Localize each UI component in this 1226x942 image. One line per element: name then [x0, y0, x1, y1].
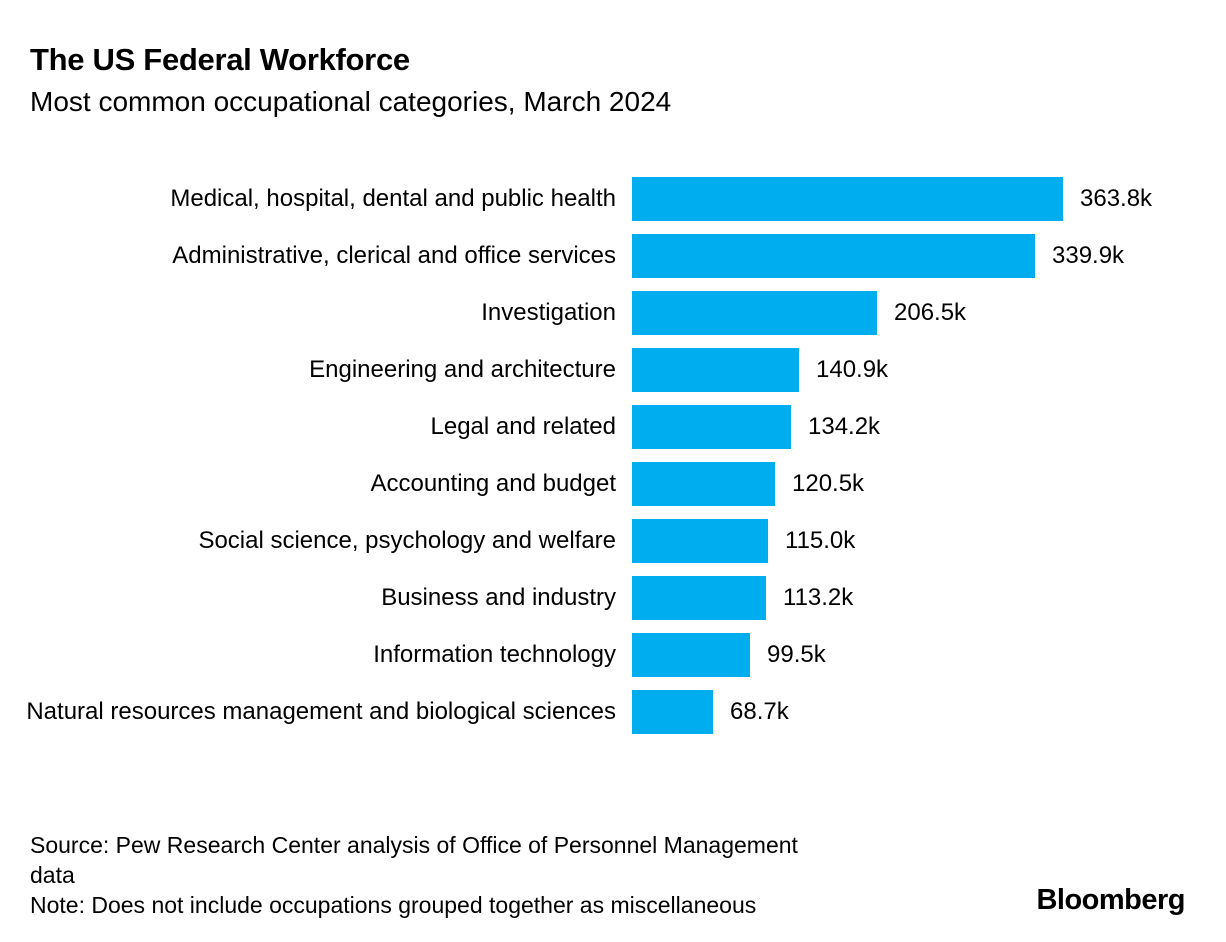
bar-row: Accounting and budget 120.5k	[26, 455, 1226, 512]
bar	[632, 689, 713, 734]
category-label: Engineering and architecture	[309, 355, 616, 383]
value-label: 99.5k	[767, 640, 826, 668]
value-label: 363.8k	[1080, 184, 1153, 212]
value-label: 134.2k	[808, 412, 881, 440]
chart-title: The US Federal Workforce	[30, 42, 410, 77]
bar	[632, 347, 799, 392]
bar-row: Information technology 99.5k	[26, 626, 1226, 683]
bar	[632, 575, 766, 620]
bloomberg-logo: Bloomberg	[1036, 884, 1185, 916]
chart-footer: Source: Pew Research Center analysis of …	[30, 830, 810, 920]
bar	[632, 632, 750, 677]
bar	[632, 404, 791, 449]
value-label: 206.5k	[894, 298, 967, 326]
value-label: 140.9k	[816, 355, 889, 383]
chart-subtitle: Most common occupational categories, Mar…	[30, 85, 672, 117]
bar	[632, 518, 768, 563]
note-text: Note: Does not include occupations group…	[30, 892, 757, 918]
bar	[632, 290, 877, 335]
category-label: Administrative, clerical and office serv…	[172, 241, 616, 269]
source-text: Source: Pew Research Center analysis of …	[30, 832, 798, 888]
category-label: Natural resources management and biologi…	[26, 697, 616, 725]
category-label: Investigation	[481, 298, 616, 326]
bar-chart: Medical, hospital, dental and public hea…	[0, 170, 1226, 740]
category-label: Information technology	[373, 640, 616, 668]
category-label: Legal and related	[430, 412, 616, 440]
value-label: 339.9k	[1052, 241, 1125, 269]
bar-row: Medical, hospital, dental and public hea…	[26, 170, 1226, 227]
bar-row: Administrative, clerical and office serv…	[26, 227, 1226, 284]
bar-row: Engineering and architecture 140.9k	[26, 341, 1226, 398]
bar-row: Legal and related 134.2k	[26, 398, 1226, 455]
bar-row: Investigation 206.5k	[26, 284, 1226, 341]
value-label: 68.7k	[730, 697, 789, 725]
value-label: 115.0k	[785, 526, 856, 554]
bar	[632, 461, 775, 506]
bar-row: Natural resources management and biologi…	[26, 683, 1226, 740]
category-label: Medical, hospital, dental and public hea…	[170, 184, 616, 212]
category-label: Social science, psychology and welfare	[198, 526, 616, 554]
bar-row: Business and industry 113.2k	[26, 569, 1226, 626]
bar	[632, 233, 1035, 278]
category-label: Accounting and budget	[370, 469, 616, 497]
bar-row: Social science, psychology and welfare 11…	[26, 512, 1226, 569]
category-label: Business and industry	[381, 583, 616, 611]
chart-header: The US Federal Workforce Most common occ…	[0, 0, 1226, 120]
value-label: 113.2k	[783, 583, 854, 611]
bar	[632, 176, 1063, 221]
value-label: 120.5k	[792, 469, 865, 497]
